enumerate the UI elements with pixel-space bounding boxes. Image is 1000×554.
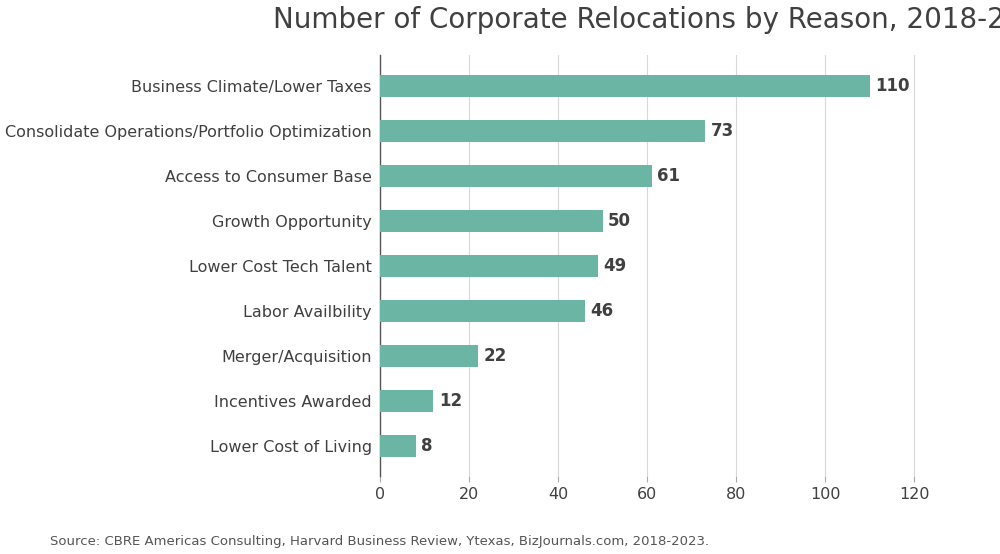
Title: Number of Corporate Relocations by Reason, 2018-2023: Number of Corporate Relocations by Reaso… xyxy=(273,6,1000,34)
Text: 110: 110 xyxy=(875,77,910,95)
Text: 8: 8 xyxy=(421,437,432,455)
Bar xyxy=(380,435,416,457)
Text: 46: 46 xyxy=(590,302,613,320)
Text: 12: 12 xyxy=(439,392,462,410)
Bar xyxy=(380,120,705,142)
Text: 50: 50 xyxy=(608,212,631,230)
Bar xyxy=(380,300,585,322)
Bar xyxy=(380,255,598,277)
Text: Source: CBRE Americas Consulting, Harvard Business Review, Ytexas, BizJournals.c: Source: CBRE Americas Consulting, Harvar… xyxy=(50,536,709,548)
Text: 49: 49 xyxy=(604,257,627,275)
Bar xyxy=(380,345,478,367)
Text: 61: 61 xyxy=(657,167,680,185)
Bar xyxy=(380,390,433,412)
Text: 22: 22 xyxy=(483,347,507,365)
Bar xyxy=(380,75,870,97)
Text: 73: 73 xyxy=(710,122,734,140)
Bar xyxy=(380,209,603,232)
Bar xyxy=(380,165,652,187)
